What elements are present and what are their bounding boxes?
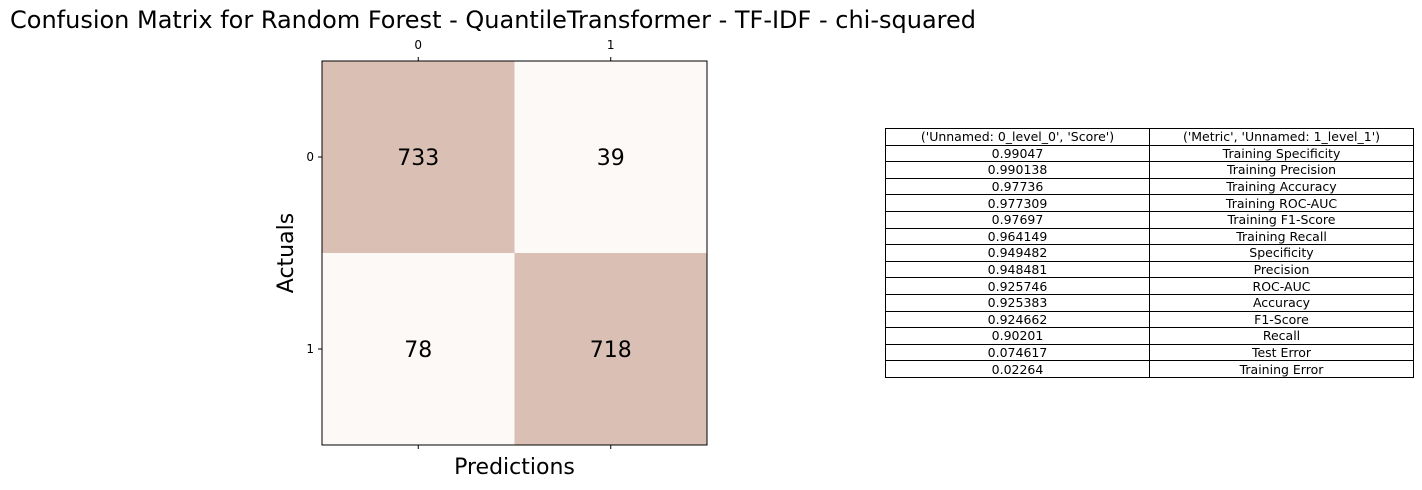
y-tick-label: 1 bbox=[306, 342, 314, 356]
metric-cell: Training Specificity bbox=[1149, 144, 1414, 163]
matrix-cell bbox=[322, 253, 515, 445]
x-tick-label: 1 bbox=[607, 38, 615, 52]
table-row: 0.99047 Training Specificity bbox=[885, 144, 1414, 163]
table-row: 0.074617 Test Error bbox=[885, 343, 1414, 362]
table-row: 0.977309 Training ROC-AUC bbox=[885, 194, 1414, 212]
metric-cell: Test Error bbox=[1149, 343, 1414, 362]
cell-value-label: 39 bbox=[597, 146, 625, 171]
table-row: 0.925746 ROC-AUC bbox=[885, 277, 1414, 295]
score-cell: 0.924662 bbox=[885, 310, 1150, 329]
score-cell: 0.990138 bbox=[885, 161, 1150, 179]
metric-cell: Specificity bbox=[1149, 244, 1414, 262]
table-row: 0.90201 Recall bbox=[885, 327, 1414, 345]
table-row: 0.990138 Training Precision bbox=[885, 161, 1414, 179]
metric-cell: Training Recall bbox=[1149, 227, 1414, 246]
table-header-metric: ('Metric', 'Unnamed: 1_level_1') bbox=[1149, 128, 1414, 146]
score-cell: 0.977309 bbox=[885, 194, 1150, 212]
metric-cell: Training Error bbox=[1149, 360, 1414, 378]
chart-title: Confusion Matrix for Random Forest - Qua… bbox=[10, 6, 976, 34]
y-tick-label: 0 bbox=[306, 150, 314, 164]
score-cell: 0.99047 bbox=[885, 144, 1150, 163]
metric-cell: F1-Score bbox=[1149, 310, 1414, 329]
table-row: 0.97697 Training F1-Score bbox=[885, 210, 1414, 229]
metric-cell: Training F1-Score bbox=[1149, 210, 1414, 229]
table-row: 0.964149 Training Recall bbox=[885, 227, 1414, 246]
score-cell: 0.02264 bbox=[885, 360, 1150, 378]
metrics-table: ('Unnamed: 0_level_0', 'Score') ('Metric… bbox=[885, 128, 1414, 378]
metric-cell: Training Accuracy bbox=[1149, 177, 1414, 196]
score-cell: 0.925746 bbox=[885, 277, 1150, 295]
metric-cell: Training Precision bbox=[1149, 161, 1414, 179]
metric-cell: Training ROC-AUC bbox=[1149, 194, 1414, 212]
score-cell: 0.964149 bbox=[885, 227, 1150, 246]
score-cell: 0.97697 bbox=[885, 210, 1150, 229]
cell-value-label: 718 bbox=[590, 338, 632, 363]
score-cell: 0.97736 bbox=[885, 177, 1150, 196]
table-row: 0.02264 Training Error bbox=[885, 360, 1414, 378]
metric-cell: ROC-AUC bbox=[1149, 277, 1414, 295]
table-header-score: ('Unnamed: 0_level_0', 'Score') bbox=[885, 128, 1150, 146]
table-row: 0.925383 Accuracy bbox=[885, 293, 1414, 312]
matrix-cell bbox=[514, 253, 707, 445]
plot-frame bbox=[321, 60, 708, 446]
table-row: 0.924662 F1-Score bbox=[885, 310, 1414, 329]
x-axis-label: Predictions bbox=[454, 455, 575, 480]
metric-cell: Accuracy bbox=[1149, 293, 1414, 312]
matrix-cell bbox=[322, 61, 515, 253]
x-tick-label: 0 bbox=[414, 38, 422, 52]
score-cell: 0.90201 bbox=[885, 327, 1150, 345]
score-cell: 0.925383 bbox=[885, 293, 1150, 312]
metric-cell: Precision bbox=[1149, 260, 1414, 279]
score-cell: 0.949482 bbox=[885, 244, 1150, 262]
metric-cell: Recall bbox=[1149, 327, 1414, 345]
cell-value-label: 78 bbox=[404, 338, 432, 363]
score-cell: 0.948481 bbox=[885, 260, 1150, 279]
y-axis-label: Actuals bbox=[274, 213, 299, 293]
matrix-cell bbox=[514, 61, 707, 253]
table-row: 0.97736 Training Accuracy bbox=[885, 177, 1414, 196]
table-header-row: ('Unnamed: 0_level_0', 'Score') ('Metric… bbox=[885, 128, 1414, 146]
score-cell: 0.074617 bbox=[885, 343, 1150, 362]
cell-value-label: 733 bbox=[397, 146, 439, 171]
table-row: 0.948481 Precision bbox=[885, 260, 1414, 279]
table-row: 0.949482 Specificity bbox=[885, 244, 1414, 262]
